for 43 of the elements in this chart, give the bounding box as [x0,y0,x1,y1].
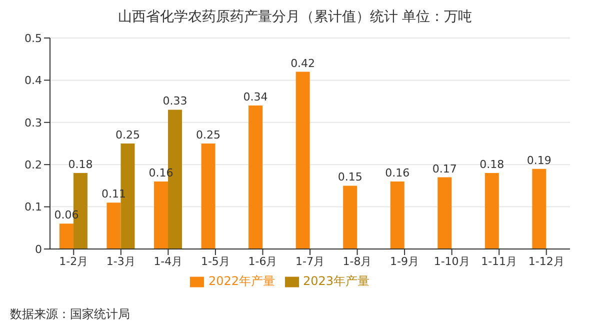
x-tick-label: 1-12月 [528,254,564,268]
bar [201,144,216,249]
x-tick-label: 1-9月 [390,254,420,268]
legend-label: 2022年产量 [208,274,275,288]
x-tick-label: 1-4月 [154,254,183,268]
x-tick-label: 1-3月 [106,254,136,268]
bar [248,106,263,249]
bar [154,181,168,249]
y-tick-label: 0.1 [24,200,42,214]
x-tick-label: 1-8月 [342,254,372,268]
y-tick-label: 0.3 [24,116,42,130]
data-label: 0.18 [480,158,504,172]
bar [438,177,452,249]
data-label: 0.25 [196,128,221,142]
x-tick-label: 1-2月 [59,254,88,268]
x-tick-label: 1-7月 [296,254,324,268]
data-label: 0.34 [243,90,268,104]
bar [296,72,310,249]
y-tick-label: 0.2 [24,158,42,172]
x-tick-label: 1-5月 [200,254,230,268]
source-note: 数据来源：国家统计局 [10,306,130,323]
x-tick-label: 1-6月 [248,254,278,268]
data-label: 0.33 [162,94,188,108]
bar [343,186,358,249]
data-label: 0.19 [526,154,552,167]
y-tick-label: 0.4 [24,74,42,88]
x-tick-label: 1-10月 [434,254,470,268]
bar [59,224,74,249]
bar [106,202,121,249]
y-tick-label: 0.5 [24,32,42,45]
data-label: 0.42 [290,56,316,70]
data-label: 0.16 [385,166,410,180]
data-label: 0.17 [432,162,457,176]
legend-label: 2023年产量 [303,274,370,288]
x-tick-label: 1-11月 [481,254,518,268]
data-label: 0.15 [338,170,362,184]
y-tick-label: 0 [35,242,42,256]
bar [484,173,499,249]
data-label: 0.18 [68,158,93,172]
data-label: 0.25 [115,128,140,142]
bar [390,181,404,249]
bar [532,168,546,249]
chart-title: 山西省化学农药原药产量分月（累计值）统计 单位：万吨 [116,8,474,26]
